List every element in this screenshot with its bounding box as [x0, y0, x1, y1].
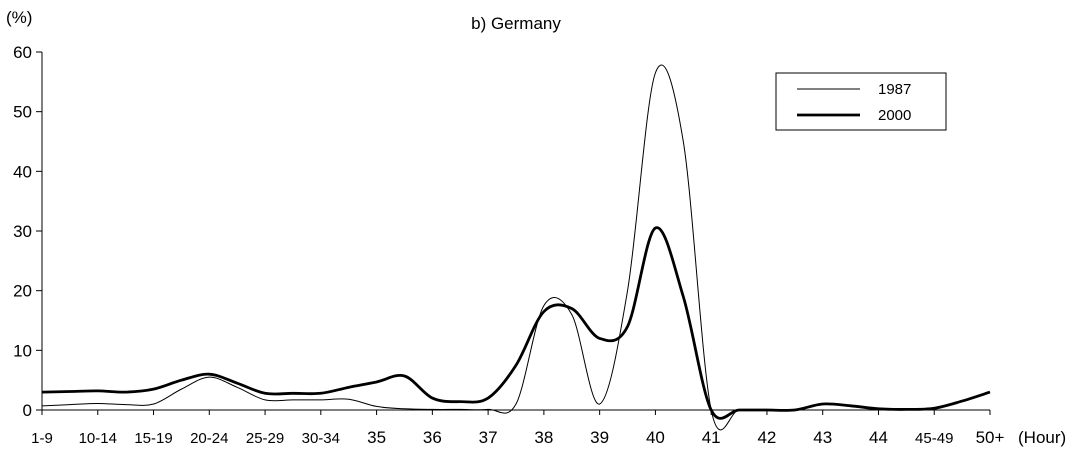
- y-axis-ticks: 0 10 20 30 40 50 60: [13, 43, 42, 420]
- x-tick-label: 41: [702, 428, 721, 447]
- x-tick-label: 36: [423, 428, 442, 447]
- x-tick-label: 50+: [976, 428, 1005, 447]
- x-axis-label: (Hour): [1018, 428, 1066, 447]
- legend-label-2000: 2000: [878, 107, 911, 124]
- y-axis-label: (%): [6, 8, 32, 27]
- y-tick-label: 10: [13, 341, 32, 360]
- y-tick-label: 50: [13, 103, 32, 122]
- y-tick-label: 30: [13, 222, 32, 241]
- series-layer: [41, 64, 991, 431]
- y-tick-label: 40: [13, 162, 32, 181]
- x-tick-label: 43: [813, 428, 832, 447]
- y-tick-label: 60: [13, 43, 32, 62]
- x-tick-label: 42: [757, 428, 776, 447]
- y-tick-label: 20: [13, 282, 32, 301]
- series-line-2000: [41, 226, 991, 420]
- y-tick-label: 0: [23, 401, 32, 420]
- x-axis-ticks: 1-9 10-14 15-19 20-24 25-29 30-34 35 36 37 38 39 40…: [31, 410, 1004, 447]
- legend-box: [775, 72, 947, 131]
- x-tick-label: 39: [590, 428, 609, 447]
- chart-title: b) Germany: [471, 14, 561, 33]
- x-tick-label: 10-14: [79, 430, 117, 447]
- legend: 1987 2000: [775, 72, 947, 131]
- x-tick-label: 44: [869, 428, 888, 447]
- x-tick-label: 30-34: [302, 430, 340, 447]
- x-tick-label: 37: [479, 428, 498, 447]
- legend-label-1987: 1987: [878, 81, 911, 98]
- x-tick-label: 25-29: [246, 430, 284, 447]
- x-tick-label: 45-49: [915, 430, 953, 447]
- x-tick-label: 15-19: [134, 430, 172, 447]
- x-tick-label: 35: [367, 428, 386, 447]
- x-tick-label: 1-9: [31, 430, 53, 447]
- x-tick-label: 40: [646, 428, 665, 447]
- x-tick-label: 38: [534, 428, 553, 447]
- x-tick-label: 20-24: [190, 430, 228, 447]
